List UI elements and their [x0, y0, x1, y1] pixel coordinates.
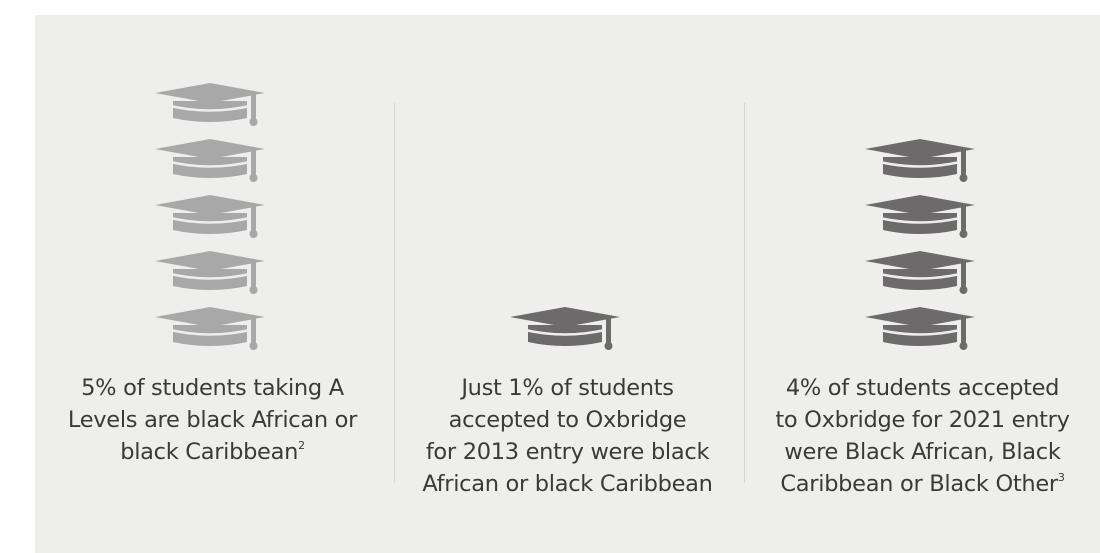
cap-stack-a-levels [155, 83, 265, 350]
graduation-cap-icon [155, 139, 265, 182]
caption-line-text: black Caribbean [120, 439, 299, 465]
column-oxbridge-2013: Just 1% of students accepted to Oxbridge… [390, 15, 745, 553]
column-oxbridge-2021: 4% of students accepted to Oxbridge for … [745, 15, 1100, 553]
graduation-cap-icon [865, 307, 975, 350]
graduation-cap-icon [865, 139, 975, 182]
footnote-marker: 2 [298, 439, 305, 452]
caption-oxbridge-2013: Just 1% of students accepted to Oxbridge… [390, 372, 745, 500]
column-divider [394, 103, 395, 483]
caption-line: Just 1% of students [461, 375, 674, 401]
caption-line: Caribbean or Black Other3 [745, 468, 1100, 500]
graduation-cap-icon [155, 307, 265, 350]
caption-line: accepted to Oxbridge [448, 407, 687, 433]
graduation-cap-icon [155, 251, 265, 294]
caption-line: to Oxbridge for 2021 entry [775, 407, 1070, 433]
column-divider [744, 103, 745, 483]
cap-stack-oxbridge-2013 [510, 307, 620, 350]
caption-oxbridge-2021: 4% of students accepted to Oxbridge for … [745, 372, 1100, 500]
graduation-cap-icon [155, 83, 265, 126]
graduation-cap-icon [865, 251, 975, 294]
caption-line: Levels are black African or [67, 407, 358, 433]
footnote-marker: 3 [1057, 471, 1065, 484]
infographic-panel: 5% of students taking A Levels are black… [35, 15, 1100, 553]
caption-line: were Black African, Black [784, 439, 1061, 465]
graduation-cap-icon [510, 307, 620, 350]
caption-line-text: Caribbean or Black Other [780, 471, 1058, 497]
graduation-cap-icon [155, 195, 265, 238]
caption-line: African or black Caribbean [422, 471, 713, 497]
column-a-levels: 5% of students taking A Levels are black… [35, 15, 390, 553]
caption-line: black Caribbean2 [35, 436, 390, 468]
caption-a-levels: 5% of students taking A Levels are black… [35, 372, 390, 468]
caption-line: 4% of students accepted [785, 375, 1060, 401]
graduation-cap-icon [865, 195, 975, 238]
caption-line: 5% of students taking A [81, 375, 344, 401]
cap-stack-oxbridge-2021 [865, 139, 975, 350]
caption-line: for 2013 entry were black [425, 439, 710, 465]
